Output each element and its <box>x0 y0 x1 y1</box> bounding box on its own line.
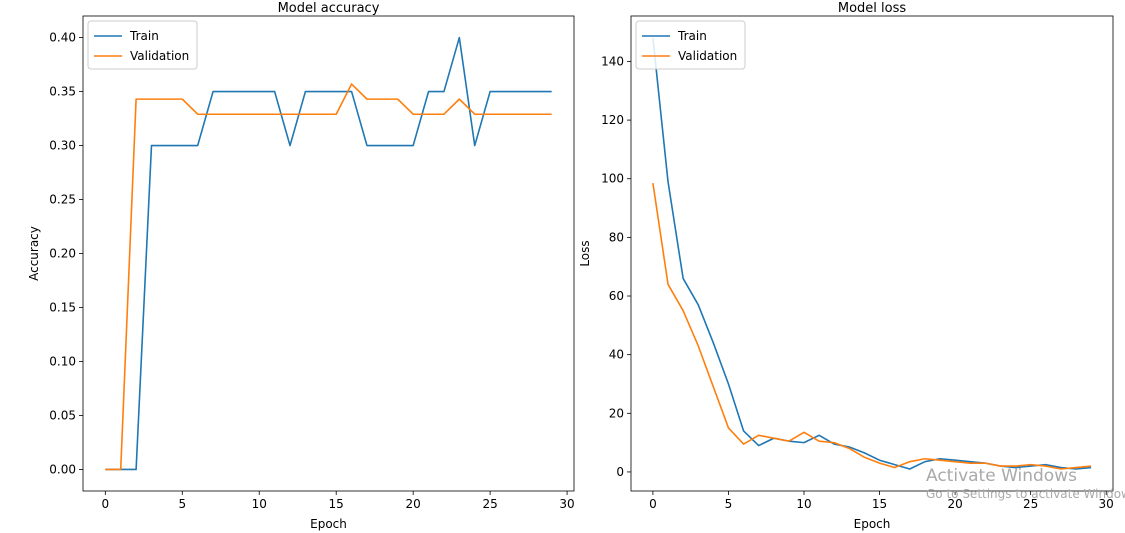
x-tick-label: 15 <box>329 497 344 511</box>
y-tick-label: 0.40 <box>49 31 76 45</box>
chart-1: Model loss 0 5 10 15 20 25 30 0 20 40 60 80 100 120 140… <box>578 1 1114 531</box>
series-line-train <box>652 37 1092 470</box>
x-tick-label: 10 <box>796 497 811 511</box>
legend-label: Validation <box>130 49 189 63</box>
x-tick-label: 20 <box>406 497 421 511</box>
series-line-validation <box>105 83 552 471</box>
x-axis-label: Epoch <box>854 517 891 531</box>
x-tick-label: 25 <box>482 497 497 511</box>
x-tick-label: 25 <box>1023 497 1038 511</box>
y-tick-label: 0.15 <box>49 300 76 314</box>
y-tick-label: 120 <box>601 113 624 127</box>
x-axis-label: Epoch <box>310 517 347 531</box>
x-tick-label: 10 <box>252 497 267 511</box>
legend-box <box>87 20 198 70</box>
y-tick-label: 80 <box>609 230 624 244</box>
y-axis-label: Accuracy <box>27 226 41 281</box>
legend-label: Train <box>677 29 707 43</box>
y-tick-label: 40 <box>609 348 624 362</box>
x-tick-label: 0 <box>649 497 657 511</box>
y-tick-label: 0.00 <box>49 462 76 476</box>
plot-frame <box>82 15 575 492</box>
y-tick-label: 100 <box>601 172 624 186</box>
y-tick-label: 140 <box>601 54 624 68</box>
x-tick-label: 30 <box>1099 497 1114 511</box>
x-tick-label: 30 <box>559 497 574 511</box>
chart-title: Model loss <box>838 1 907 16</box>
legend: Train Validation <box>87 20 198 70</box>
y-tick-label: 0 <box>616 465 624 479</box>
chart-title: Model accuracy <box>278 1 380 16</box>
plot-frame <box>630 15 1114 492</box>
legend-label: Validation <box>678 49 737 63</box>
y-tick-label: 0.35 <box>49 85 76 99</box>
y-tick-label: 0.25 <box>49 193 76 207</box>
series-line-train <box>105 36 552 471</box>
x-tick-label: 15 <box>872 497 887 511</box>
x-tick-label: 0 <box>101 497 109 511</box>
y-tick-label: 0.05 <box>49 408 76 422</box>
y-tick-label: 0.30 <box>49 139 76 153</box>
y-tick-label: 20 <box>609 406 624 420</box>
legend-box <box>635 20 746 70</box>
y-axis-label: Loss <box>578 240 592 266</box>
x-tick-label: 20 <box>947 497 962 511</box>
chart-0: Model accuracy 0 5 10 15 20 25 30 0.00 0.05 0.10 0.… <box>27 1 575 531</box>
y-tick-label: 0.10 <box>49 354 76 368</box>
y-tick-label: 60 <box>609 289 624 303</box>
legend-label: Train <box>129 29 159 43</box>
x-tick-label: 5 <box>178 497 186 511</box>
y-tick-label: 0.20 <box>49 247 76 261</box>
legend: Train Validation <box>635 20 746 70</box>
series-line-validation <box>652 183 1092 470</box>
x-tick-label: 5 <box>725 497 733 511</box>
